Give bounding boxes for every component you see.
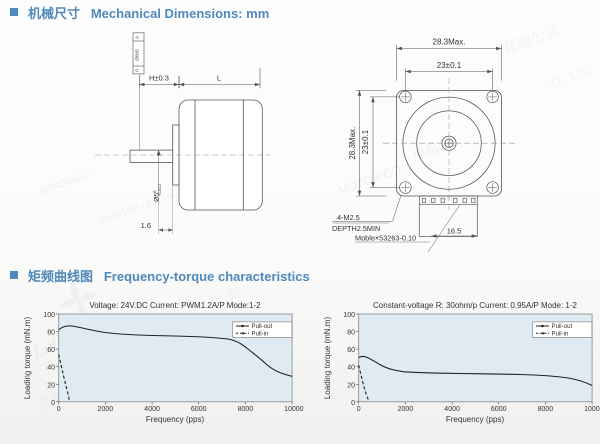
svg-text:2000: 2000 bbox=[398, 406, 414, 413]
svg-text:0: 0 bbox=[351, 400, 355, 407]
svg-text:20: 20 bbox=[347, 382, 355, 389]
svg-text:40: 40 bbox=[47, 365, 55, 372]
svg-text:16.5: 16.5 bbox=[447, 227, 462, 236]
svg-text:28.3Max.: 28.3Max. bbox=[433, 38, 466, 47]
svg-text:H±0.3: H±0.3 bbox=[149, 74, 169, 83]
svg-text:Ø005: Ø005 bbox=[135, 49, 141, 61]
svg-text:1.6: 1.6 bbox=[141, 221, 151, 230]
svg-text:0: 0 bbox=[135, 69, 141, 72]
svg-text:40: 40 bbox=[347, 365, 355, 372]
svg-text:DEPTH2.5MIN: DEPTH2.5MIN bbox=[332, 224, 380, 233]
svg-text:100: 100 bbox=[43, 312, 55, 319]
svg-text:10000: 10000 bbox=[584, 406, 600, 413]
svg-text:6000: 6000 bbox=[191, 406, 207, 413]
svg-text:80: 80 bbox=[347, 330, 355, 337]
svg-text:4000: 4000 bbox=[144, 406, 160, 413]
svg-text:20: 20 bbox=[47, 382, 55, 389]
svg-text:6000: 6000 bbox=[491, 406, 507, 413]
svg-text:23±0.1: 23±0.1 bbox=[361, 129, 370, 154]
svg-text:Frequency (pps): Frequency (pps) bbox=[446, 415, 505, 424]
svg-text:2000: 2000 bbox=[98, 406, 114, 413]
svg-text:Moble×53263-0.10: Moble×53263-0.10 bbox=[355, 234, 416, 243]
svg-text:8000: 8000 bbox=[238, 406, 254, 413]
svg-text:8000: 8000 bbox=[538, 406, 554, 413]
svg-text:60: 60 bbox=[47, 347, 55, 354]
svg-text:Frequency (pps): Frequency (pps) bbox=[146, 415, 205, 424]
svg-text:Pull-out: Pull-out bbox=[552, 323, 573, 330]
svg-text:10000: 10000 bbox=[284, 406, 304, 413]
svg-text:23±0.1: 23±0.1 bbox=[437, 61, 462, 70]
svg-text:Loading torque (mN.m): Loading torque (mN.m) bbox=[23, 317, 32, 400]
svg-text:Constant-voltage R: 30ohm/p Cu: Constant-voltage R: 30ohm/p Current: 0.9… bbox=[373, 301, 578, 310]
svg-text:0: 0 bbox=[57, 406, 61, 413]
svg-text:100: 100 bbox=[343, 312, 355, 319]
svg-text:Pull-out: Pull-out bbox=[252, 323, 273, 330]
svg-text:Loading torque (mN.m): Loading torque (mN.m) bbox=[323, 317, 332, 400]
svg-text:4000: 4000 bbox=[444, 406, 460, 413]
svg-text:Voltage: 24V.DC Current: PWM1.: Voltage: 24V.DC Current: PWM1.2A/P Mode:… bbox=[89, 301, 261, 310]
svg-text:4-M2.5: 4-M2.5 bbox=[337, 213, 360, 222]
svg-text:60: 60 bbox=[347, 347, 355, 354]
svg-text:80: 80 bbox=[47, 330, 55, 337]
svg-text:0: 0 bbox=[51, 400, 55, 407]
svg-text:0: 0 bbox=[357, 406, 361, 413]
svg-text:Pull-in: Pull-in bbox=[252, 330, 269, 337]
svg-text:28.3Max.: 28.3Max. bbox=[348, 127, 357, 160]
svg-text:Pull-in: Pull-in bbox=[552, 330, 569, 337]
svg-text:L: L bbox=[217, 74, 221, 83]
